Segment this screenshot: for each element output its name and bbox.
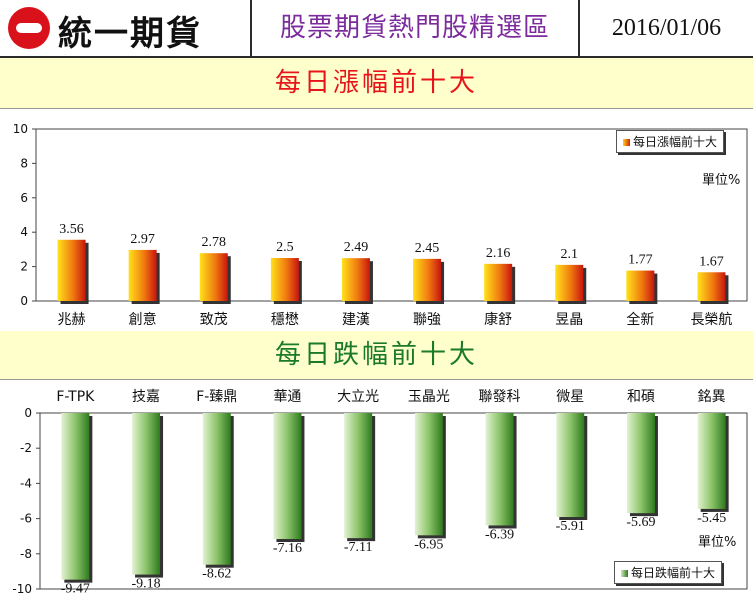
gainers-category-label: 建漢 [342, 312, 370, 328]
gainers-legend: 每日漲幅前十大 [616, 130, 725, 153]
gainers-category-label: 穩懋 [271, 311, 299, 328]
gainers-bar-chart: 0 2 4 6 8 10 3.56 兆赫 2.97 創意 2.78 致茂 2.5 穩懋 2.49 建漢 2.45… [13, 122, 748, 328]
losers-legend-swatch [621, 570, 628, 577]
losers-bar [132, 413, 161, 575]
losers-bar [344, 413, 373, 539]
gainers-value-label: 3.56 [59, 222, 84, 237]
gainers-category-label: 昱晶 [555, 312, 583, 328]
gainers-category-label: 兆赫 [58, 312, 86, 328]
company-logo: 統一期貨 [0, 0, 252, 56]
losers-legend-label: 每日跌幅前十大 [631, 566, 716, 580]
losers-category-label: 微星 [556, 389, 584, 405]
gainers-value-label: 2.97 [130, 232, 155, 247]
losers-value-label: -5.45 [697, 511, 726, 526]
losers-category-label: 大立光 [337, 389, 379, 405]
losers-bar [273, 413, 302, 540]
losers-y-tick-label: -10 [12, 582, 32, 596]
gainers-bar [555, 264, 584, 301]
losers-value-label: -6.95 [414, 537, 443, 552]
losers-legend: 每日跌幅前十大 [614, 561, 723, 584]
losers-category-label: 銘異 [698, 389, 726, 405]
losers-category-label: 聯發科 [479, 389, 521, 405]
gainers-value-label: 2.16 [486, 246, 511, 261]
gainers-bar [413, 258, 442, 301]
gainers-chart-title: 每日漲幅前十大 [0, 58, 753, 109]
gainers-value-label: 2.5 [276, 240, 294, 255]
losers-value-label: -7.11 [344, 540, 373, 555]
gainers-category-label: 長榮航 [690, 312, 732, 328]
losers-value-label: -7.16 [273, 541, 302, 556]
gainers-value-label: 1.67 [699, 254, 724, 269]
gainers-category-label: 全新 [626, 311, 654, 328]
logo-emblem-icon [8, 7, 50, 49]
gainers-value-label: 1.77 [628, 253, 653, 268]
losers-bar [556, 413, 585, 518]
losers-bar [61, 413, 90, 580]
gainers-value-label: 2.49 [344, 240, 369, 255]
gainers-y-tick-label: 10 [13, 122, 28, 136]
gainers-bar [270, 258, 299, 301]
gainers-bar [626, 270, 655, 301]
gainers-value-label: 2.78 [202, 235, 227, 250]
losers-value-label: -5.69 [626, 515, 655, 530]
gainers-y-tick-label: 4 [20, 225, 28, 239]
losers-y-tick-label: -6 [20, 512, 32, 526]
losers-value-label: -9.47 [61, 582, 90, 597]
gainers-y-tick-label: 8 [20, 156, 28, 170]
losers-bar [626, 413, 655, 514]
report-date: 2016/01/06 [611, 15, 722, 41]
gainers-value-label: 2.1 [561, 247, 579, 262]
gainers-legend-label: 每日漲幅前十大 [633, 135, 718, 149]
page-title: 股票期貨熱門股精選區 [252, 0, 580, 56]
gainers-category-label: 致茂 [200, 311, 228, 328]
gainers-bar [697, 272, 726, 301]
gainers-unit-label: 單位% [702, 173, 741, 188]
losers-y-tick-label: 0 [24, 406, 32, 420]
gainers-category-label: 康舒 [484, 311, 512, 328]
losers-category-label: 技嘉 [132, 389, 160, 405]
gainers-value-label: 2.45 [415, 241, 440, 256]
gainers-y-tick-label: 2 [20, 260, 28, 274]
gainers-category-label: 創意 [129, 311, 157, 328]
losers-category-label: F-臻鼎 [196, 389, 237, 405]
gainers-category-label: 聯強 [413, 312, 441, 328]
losers-y-tick-label: -4 [20, 476, 32, 490]
losers-y-tick-label: -8 [20, 547, 32, 561]
losers-value-label: -5.91 [556, 519, 585, 534]
gainers-bar [199, 253, 228, 301]
losers-bar [485, 413, 514, 526]
losers-value-label: -9.18 [131, 577, 160, 592]
losers-value-label: -8.62 [202, 567, 231, 582]
losers-unit-label: 單位% [698, 535, 737, 550]
losers-category-label: F-TPK [56, 389, 95, 405]
losers-category-label: 華通 [273, 389, 301, 405]
gainers-y-tick-label: 6 [20, 191, 28, 205]
losers-category-label: 和碩 [627, 389, 655, 405]
logo-text: 統一期貨 [58, 14, 202, 54]
losers-bar-chart: 0 -2 -4 -6 -8 -10 -9.47 F-TPK -9.18 技嘉 -8.62 F-臻鼎 -7… [12, 389, 748, 597]
losers-chart-title: 每日跌幅前十大 [0, 331, 753, 380]
gainers-bar [128, 249, 157, 301]
gainers-bar [341, 258, 370, 301]
gainers-legend-swatch [623, 139, 630, 146]
page-header: 統一期貨 股票期貨熱門股精選區 2016/01/06 [0, 0, 753, 58]
losers-bar [202, 413, 231, 565]
losers-value-label: -6.39 [485, 527, 514, 542]
losers-y-tick-label: -2 [20, 441, 32, 455]
gainers-bar [57, 239, 86, 301]
losers-bar [414, 413, 443, 536]
gainers-bar [484, 263, 513, 301]
losers-category-label: 玉晶光 [408, 389, 450, 405]
losers-bar [697, 413, 726, 509]
gainers-y-tick-label: 0 [20, 294, 28, 308]
